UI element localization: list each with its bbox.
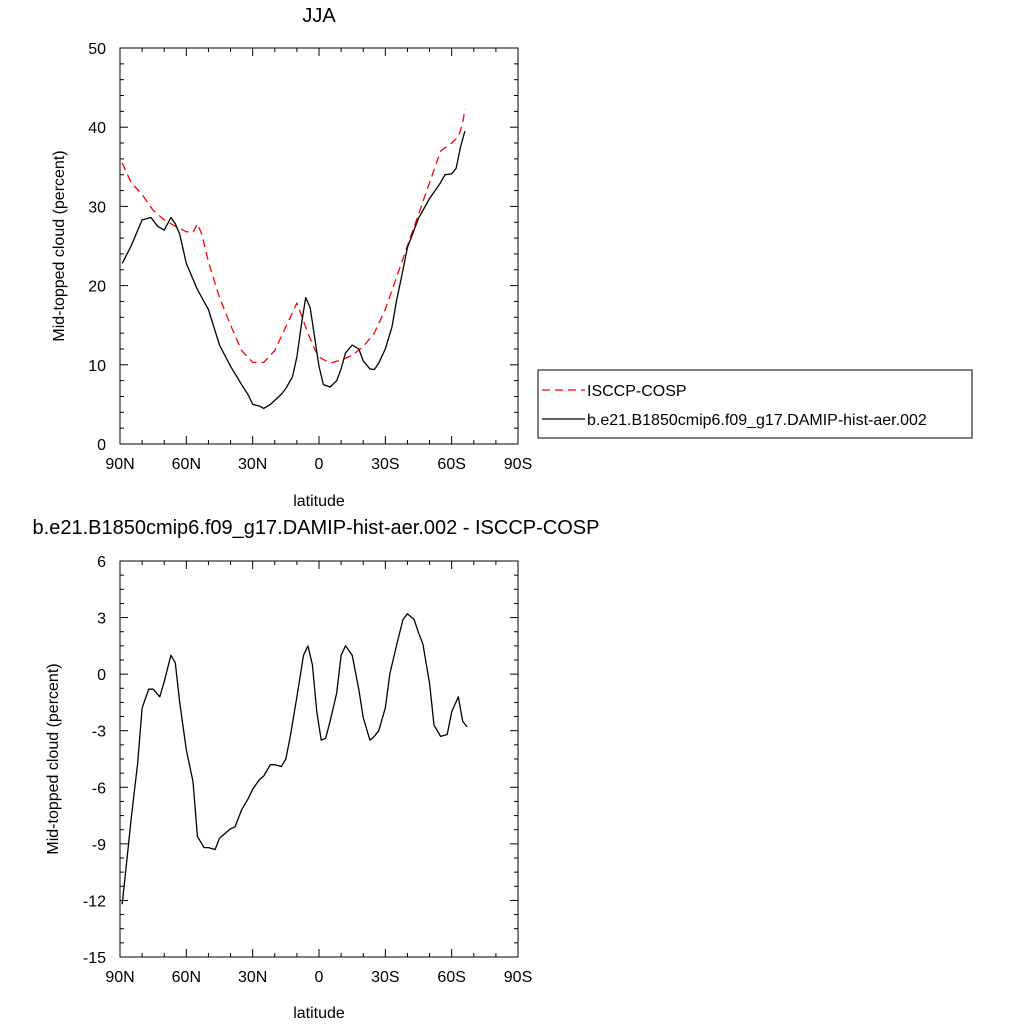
chart1-plot-area: 90N 60N 30N 0 30S 60S 90S 0 10 20 30 40 50	[88, 41, 532, 473]
y-tick-label: 3	[97, 611, 106, 628]
chart1-legend: ISCCP-COSP b.e21.B1850cmip6.f09_g17.DAMI…	[537, 369, 973, 439]
y-tick-label: -9	[92, 837, 106, 854]
chart1-frame	[119, 47, 519, 445]
chart2-plot-area: 90N 60N 30N 0 30S 60S 90S -15 -12 -9 -6 -3 0 3 6	[83, 554, 532, 986]
chart1-series-1-line	[121, 108, 466, 364]
x-tick-label: 60S	[437, 969, 465, 986]
x-tick-label: 30N	[238, 456, 267, 473]
chart2-title: b.e21.B1850cmip6.f09_g17.DAMIP-hist-aer.…	[33, 517, 600, 539]
y-tick-label: -6	[92, 780, 106, 797]
x-tick-label: 30N	[238, 969, 267, 986]
y-tick-label: 0	[97, 437, 106, 454]
chart2-ylabel: Mid-topped cloud (percent)	[45, 663, 62, 854]
y-tick-label: 0	[97, 667, 106, 684]
x-tick-label: 60N	[172, 969, 201, 986]
x-tick-label: 90S	[504, 969, 532, 986]
x-tick-label: 30S	[371, 456, 399, 473]
chart2-xlabel: latitude	[293, 1005, 345, 1022]
x-tick-label: 30S	[371, 969, 399, 986]
chart1-title: JJA	[302, 5, 336, 27]
chart2-frame	[119, 560, 519, 958]
y-tick-label: -12	[83, 893, 106, 910]
x-tick-label: 0	[315, 456, 324, 473]
legend-label-isccp: ISCCP-COSP	[587, 383, 687, 400]
chart2-ticks: 90N 60N 30N 0 30S 60S 90S -15 -12 -9 -6 -3 0 3 6	[83, 554, 532, 986]
x-tick-label: 0	[315, 969, 324, 986]
chart1-xlabel: latitude	[293, 493, 345, 510]
y-tick-label: -3	[92, 724, 106, 741]
x-tick-label: 60N	[172, 456, 201, 473]
x-tick-label: 90N	[105, 969, 134, 986]
legend-box	[537, 369, 973, 439]
x-tick-label: 90S	[504, 456, 532, 473]
chart1-ticks: 90N 60N 30N 0 30S 60S 90S 0 10 20 30 40 50	[88, 41, 532, 473]
y-tick-label: 6	[97, 554, 106, 571]
chart2-lines	[121, 613, 468, 905]
x-tick-label: 60S	[437, 456, 465, 473]
y-tick-label: 20	[88, 279, 106, 296]
x-tick-label: 90N	[105, 456, 134, 473]
y-tick-label: 50	[88, 41, 106, 58]
chart2-series-1-line	[121, 613, 468, 905]
legend-label-model: b.e21.B1850cmip6.f09_g17.DAMIP-hist-aer.…	[587, 412, 927, 429]
chart1-lines	[121, 108, 466, 410]
chart1-ylabel: Mid-topped cloud (percent)	[51, 150, 68, 341]
y-tick-label: 40	[88, 120, 106, 137]
y-tick-label: 30	[88, 199, 106, 216]
chart1-series-2-line	[121, 131, 466, 410]
y-tick-label: 10	[88, 358, 106, 375]
y-tick-label: -15	[83, 950, 106, 967]
